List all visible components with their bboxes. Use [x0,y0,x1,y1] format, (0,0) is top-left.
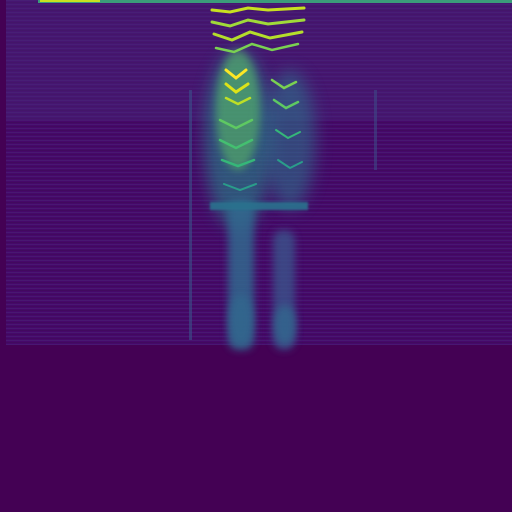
harmonic-5 [224,68,248,80]
event-tail-left-bright [229,295,253,345]
harmonic-10 [218,118,254,130]
event-shelf [210,202,308,210]
harmonic-2 [210,18,306,28]
harmonic-12 [220,158,256,168]
harmonic-9 [272,98,300,110]
harmonic-11 [218,138,254,150]
harmonic-14 [277,159,303,170]
harmonic-1 [210,6,306,14]
harmonic-7 [224,96,252,106]
harmonics [210,6,306,192]
event-core [216,50,260,170]
harmonic-6 [224,82,250,94]
harmonic-4 [214,42,300,54]
top-bright-strip-core [40,0,100,2]
harmonic-15 [223,183,257,192]
harmonic-8 [270,78,298,90]
top-bright-strip [38,0,512,3]
event-tail-right-bright [274,305,296,345]
vertical-trace-left [189,90,192,340]
left-edge-strip [0,0,6,345]
vertical-trace-right [374,90,377,170]
harmonic-13 [275,129,301,140]
event-glow-right [264,70,316,210]
harmonic-3 [212,30,304,42]
